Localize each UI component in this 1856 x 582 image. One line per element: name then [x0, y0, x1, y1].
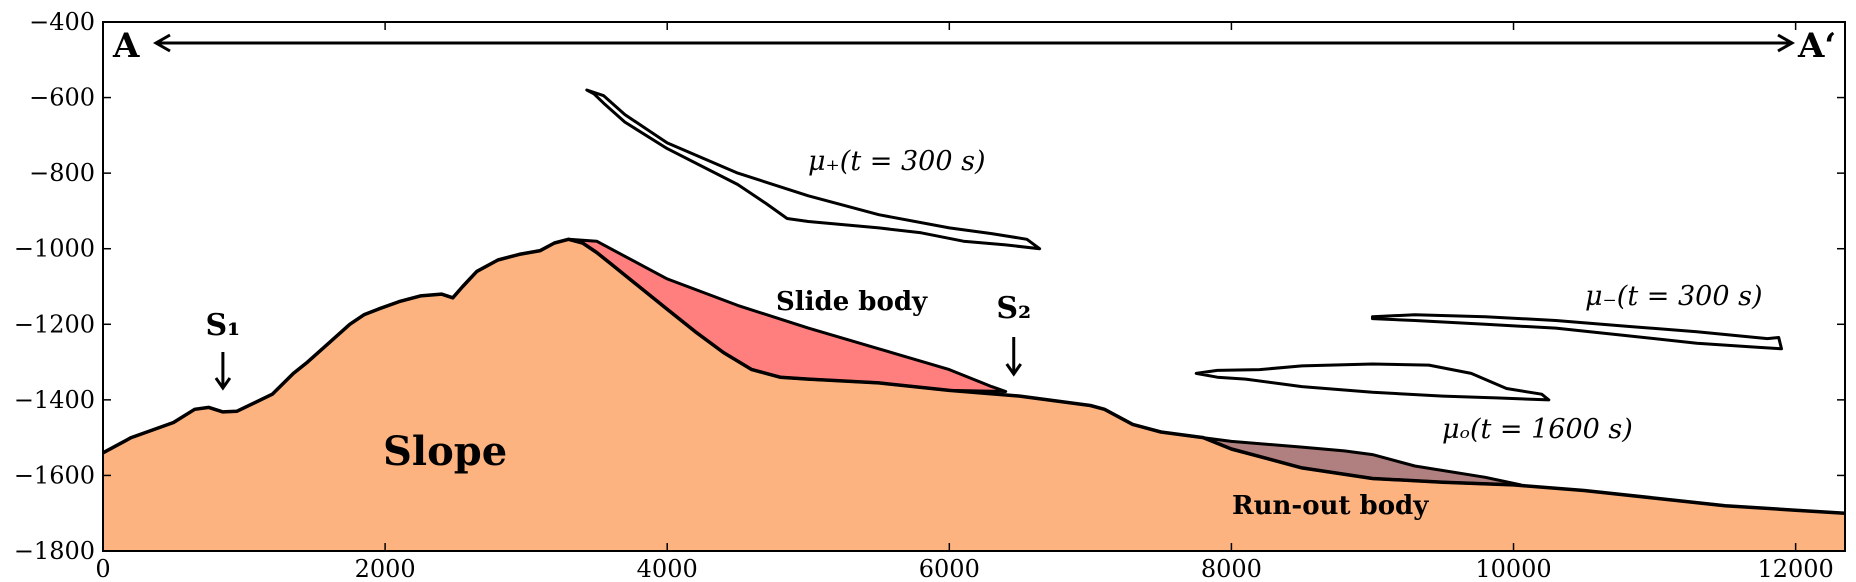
- x-tick-label: 6000: [919, 555, 980, 582]
- plot-frame: [102, 21, 1846, 552]
- y-tick-label: −600: [29, 84, 95, 112]
- y-tick-label: −1200: [14, 310, 95, 338]
- axis-ticks: 0 2000 4000 6000 8000 10000 12000 −1800 −1600 −14…: [14, 8, 1845, 582]
- slope-label: Slope: [383, 428, 507, 475]
- slope-area: [103, 239, 1845, 552]
- x-tick-label: 10000: [1475, 555, 1551, 582]
- x-tick-label: 4000: [637, 555, 698, 582]
- mu-plus-label: μ₊(t = 300 s): [808, 146, 985, 177]
- station-s1-label: S₁: [205, 308, 240, 343]
- station-s2-label: S₂: [996, 291, 1031, 326]
- y-tick-label: −1000: [14, 235, 95, 263]
- mu-o-contour: [1194, 362, 1551, 402]
- mu-o-label: μₒ(t = 1600 s): [1442, 414, 1633, 445]
- y-tick-label: −1400: [14, 386, 95, 414]
- mu-minus-label: μ₋(t = 300 s): [1585, 281, 1762, 312]
- y-tick-label: −800: [29, 159, 95, 187]
- y-tick-label: −1600: [14, 461, 95, 489]
- x-tick-label: 2000: [355, 555, 416, 582]
- arrowhead-right-icon: [1777, 33, 1796, 53]
- mu-plus-contour: [585, 88, 1042, 251]
- arrow-down-icon: [1005, 363, 1022, 377]
- y-tick-label: −1800: [14, 537, 95, 565]
- slide-body-label: Slide body: [776, 287, 928, 317]
- x-tick-label: 0: [95, 555, 110, 582]
- section-label-a-prime: A‘: [1797, 26, 1836, 66]
- arrowhead-left-icon: [152, 33, 171, 53]
- x-tick-label: 8000: [1201, 555, 1262, 582]
- plot-content: [102, 88, 1846, 552]
- section-label-a: A: [112, 26, 140, 66]
- x-tick-label: 12000: [1757, 555, 1833, 582]
- arrow-down-icon: [214, 377, 232, 391]
- mu-minus-contour: [1371, 313, 1783, 351]
- run-out-body-label: Run-out body: [1232, 491, 1429, 521]
- y-tick-label: −400: [29, 8, 95, 36]
- slope-outline: [102, 237, 1846, 515]
